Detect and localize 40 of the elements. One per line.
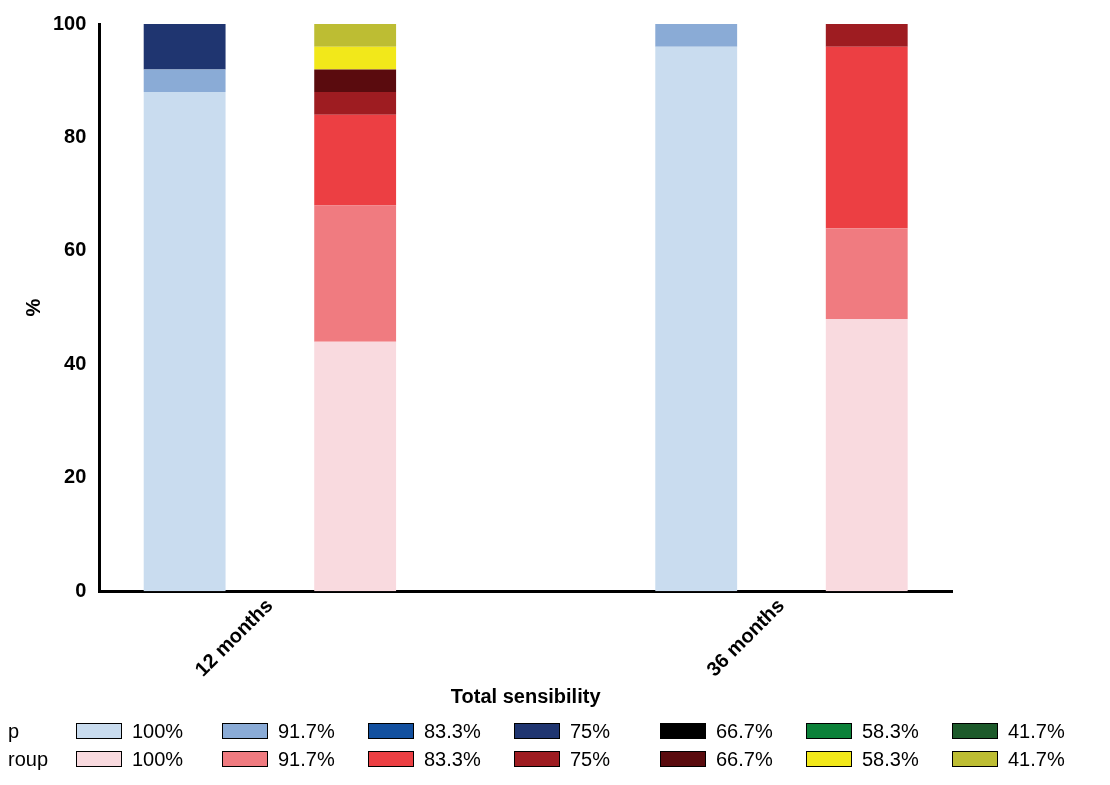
legend-label: 66.7% <box>716 719 773 743</box>
y-tick-label: 80 <box>64 124 87 147</box>
y-axis-title: % <box>21 298 44 317</box>
legend-label: 75% <box>570 747 611 771</box>
bar <box>314 69 397 93</box>
y-tick-label: 20 <box>64 465 87 488</box>
bar <box>655 24 738 47</box>
bar <box>314 341 397 592</box>
legend-label: 41.7% <box>1008 747 1065 771</box>
bar <box>314 92 397 115</box>
bar <box>314 24 397 47</box>
bar <box>314 46 397 70</box>
legend-label: 100% <box>132 719 184 743</box>
legend-label: 75% <box>570 719 611 743</box>
legend-label: 100% <box>132 747 184 771</box>
y-tick-label: 40 <box>64 351 87 374</box>
legend-label: 83.3% <box>424 719 481 743</box>
legend-label: 58.3% <box>862 719 919 743</box>
x-axis-title: Total sensibility <box>450 684 602 707</box>
bar <box>143 24 226 70</box>
text: p <box>8 719 21 743</box>
y-tick-label: 0 <box>75 578 87 601</box>
legend-label: 91.7% <box>278 719 335 743</box>
legend-label: 41.7% <box>1008 719 1065 743</box>
y-tick-label: 60 <box>64 238 87 261</box>
bar <box>825 228 908 319</box>
bar <box>825 24 908 47</box>
bar <box>825 46 908 229</box>
bar <box>655 46 738 592</box>
legend-label: 91.7% <box>278 747 335 771</box>
y-tick-label: 100 <box>52 11 87 34</box>
text: roup <box>8 747 50 771</box>
legend-label: 58.3% <box>862 747 919 771</box>
legend-label: 83.3% <box>424 747 481 771</box>
bar <box>143 92 226 592</box>
bar <box>314 114 397 206</box>
bar <box>314 205 397 342</box>
legend-label: 66.7% <box>716 747 773 771</box>
bar <box>825 319 908 592</box>
bar <box>143 69 226 93</box>
